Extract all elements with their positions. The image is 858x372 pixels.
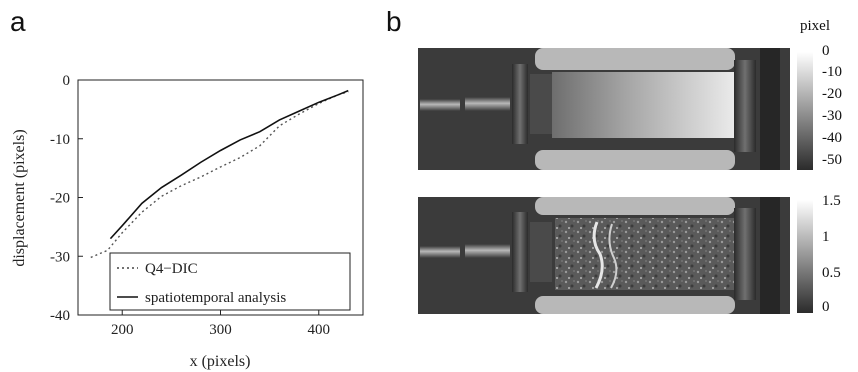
colorbar-displacement xyxy=(797,52,813,170)
x-axis-label: x (pixels) xyxy=(190,353,251,370)
colorbar-title-pixel: pixel xyxy=(800,18,830,34)
colorbar-tick: 0 xyxy=(822,43,830,59)
y-tick-label: -20 xyxy=(50,191,70,207)
y-tick-label: 0 xyxy=(63,73,71,89)
x-tick-label: 400 xyxy=(308,322,331,338)
colorbar-error xyxy=(797,200,813,313)
panel-label-b: b xyxy=(386,6,402,37)
legend-label-q4-dic: Q4−DIC xyxy=(145,261,198,277)
error-field-image xyxy=(418,197,790,314)
series-line-1 xyxy=(109,89,349,240)
colorbar-tick: -50 xyxy=(822,152,842,168)
colorbar-tick: -40 xyxy=(822,130,842,146)
colorbar-tick: -10 xyxy=(822,64,842,80)
colorbar-tick: -30 xyxy=(822,108,842,124)
colorbar-tick: 0.5 xyxy=(822,265,841,281)
colorbar-tick: 1.5 xyxy=(822,193,841,209)
legend: Q4−DIC spatiotemporal analysis xyxy=(109,252,351,311)
panel-label-a: a xyxy=(10,6,26,37)
legend-frame xyxy=(109,252,351,311)
x-tick-label: 200 xyxy=(111,322,134,338)
y-tick-label: -30 xyxy=(50,249,70,265)
colorbar-tick: -20 xyxy=(822,86,842,102)
displacement-field-image xyxy=(418,48,790,170)
legend-label-spatiotemporal: spatiotemporal analysis xyxy=(145,290,286,306)
colorbar-tick: 0 xyxy=(822,299,830,315)
axis-ticks: 200 300 400 0 -10 -20 -30 -40 xyxy=(50,73,330,338)
y-tick-label: -10 xyxy=(50,132,70,148)
series-line-0 xyxy=(90,91,349,259)
y-axis-label: displacement (pixels) xyxy=(11,129,28,266)
series-lines xyxy=(90,89,349,259)
x-tick-label: 300 xyxy=(209,322,232,338)
y-tick-label: -40 xyxy=(50,308,70,324)
colorbar-tick: 1 xyxy=(822,229,830,245)
